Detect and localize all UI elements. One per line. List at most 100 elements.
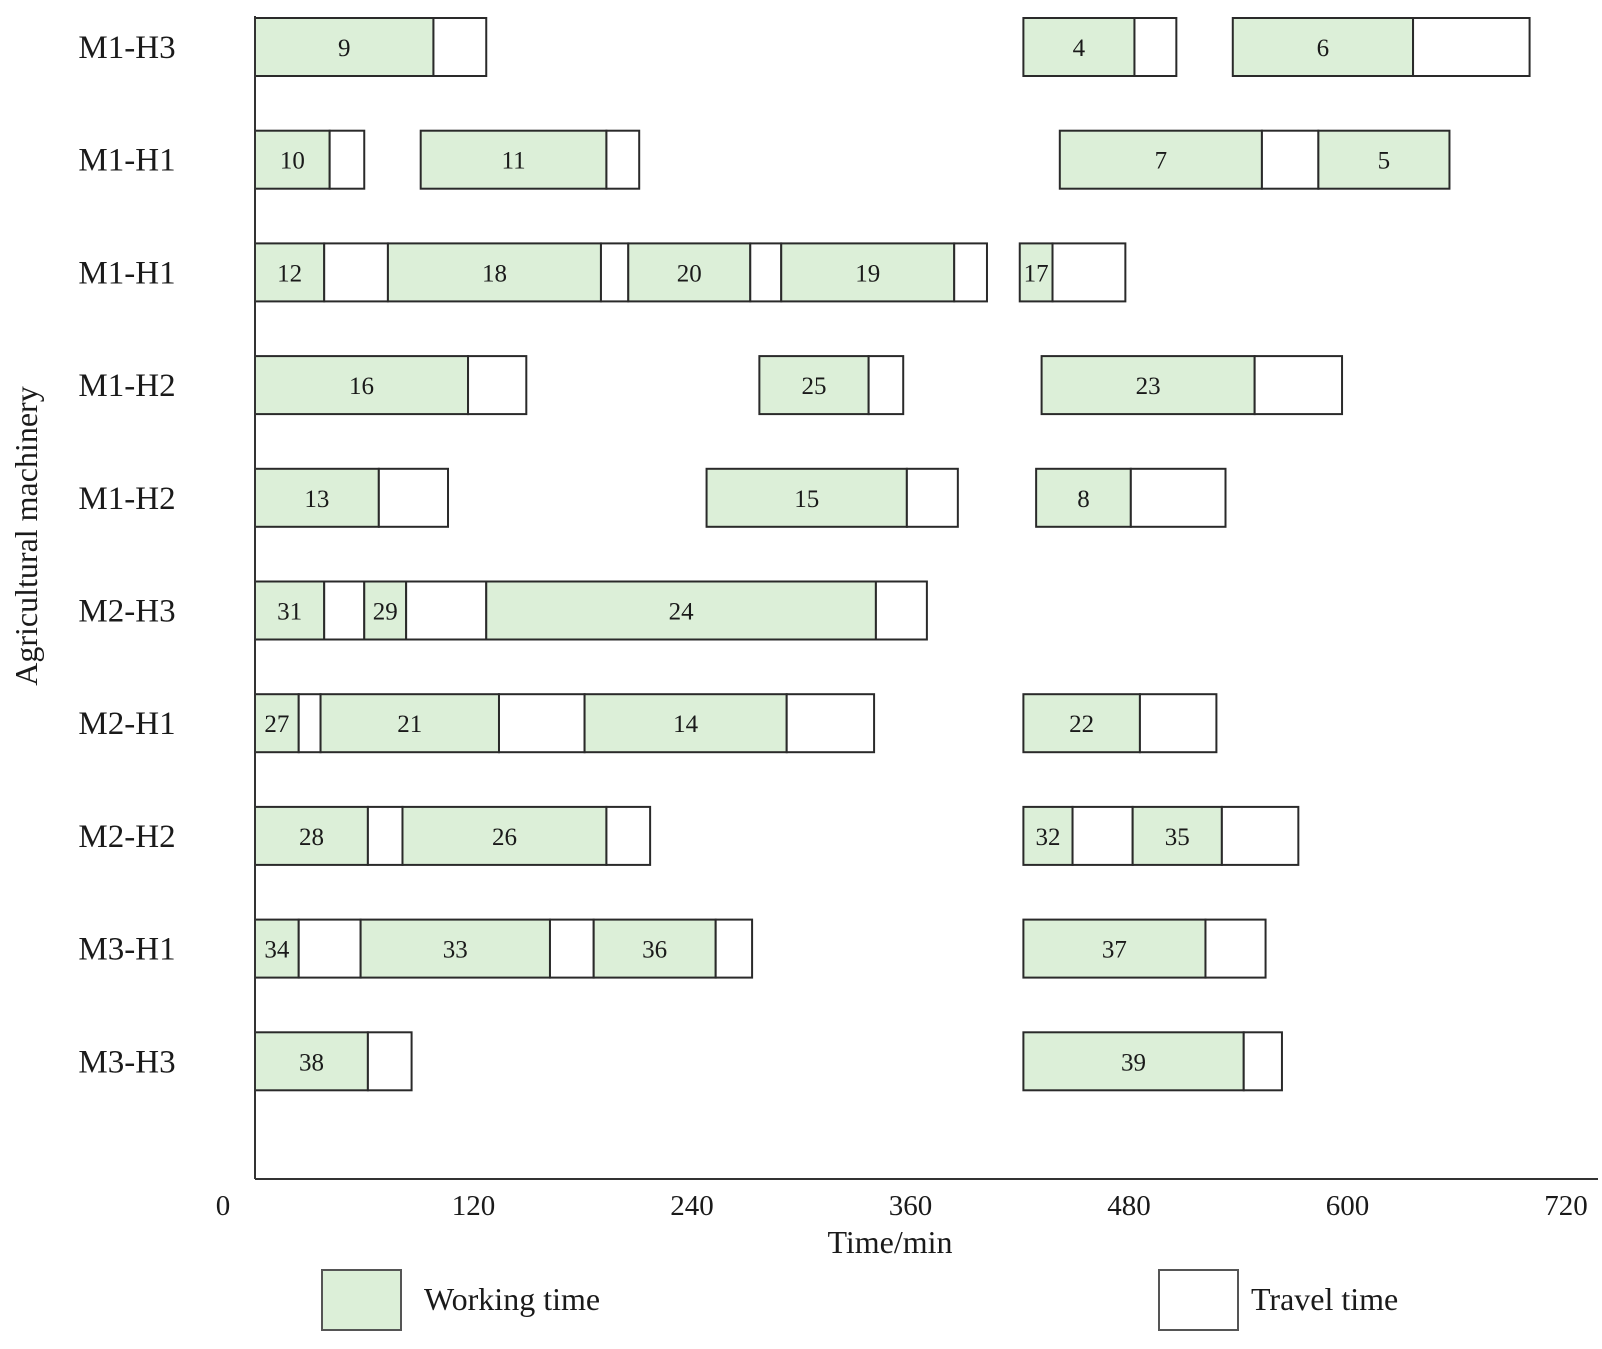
working-time-bar bbox=[1022, 805, 1074, 866]
travel-time-bar bbox=[548, 918, 595, 979]
task-label: 37 bbox=[1102, 937, 1127, 964]
task-label: 39 bbox=[1121, 1049, 1146, 1076]
y-axis-title: Agricultural machinery bbox=[8, 386, 44, 685]
row-label: M1-H3 bbox=[78, 30, 175, 66]
gantt-row: 38 39 bbox=[254, 1031, 1283, 1092]
task-label: 29 bbox=[373, 599, 398, 626]
task-label: 17 bbox=[1024, 260, 1049, 287]
travel-time-bar bbox=[785, 693, 876, 754]
bars-layer: 9 4 6 10 11 7 5 12 18 20 19 17 16 25 23 13 15 8 31 29 24 27 21… bbox=[254, 17, 1531, 1092]
working-time-bar bbox=[1058, 129, 1263, 190]
travel-time-bar bbox=[599, 242, 630, 303]
task-label: 23 bbox=[1136, 373, 1161, 400]
travel-time-bar bbox=[432, 17, 488, 77]
working-time-bar bbox=[1018, 242, 1054, 303]
x-tick-label: 120 bbox=[452, 1190, 496, 1222]
legend-swatch-travel bbox=[1158, 1269, 1239, 1331]
travel-time-bar bbox=[749, 242, 783, 303]
travel-time-bar bbox=[328, 129, 366, 190]
working-time-bar bbox=[627, 242, 752, 303]
working-time-bar bbox=[319, 693, 500, 754]
row-label: M3-H1 bbox=[78, 932, 175, 968]
working-time-bar bbox=[1231, 17, 1415, 77]
travel-time-bar bbox=[1071, 805, 1134, 866]
gantt-row: 16 25 23 bbox=[254, 355, 1344, 416]
x-tick-label: 600 bbox=[1326, 1190, 1370, 1222]
travel-time-bar bbox=[366, 805, 404, 866]
travel-time-bar bbox=[1129, 467, 1227, 528]
working-time-bar bbox=[254, 580, 326, 641]
task-label: 15 bbox=[794, 486, 819, 513]
travel-time-bar bbox=[953, 242, 988, 303]
legend-item-travel: Travel time bbox=[1158, 1269, 1398, 1331]
legend: Working time Travel time bbox=[321, 1269, 1398, 1331]
working-time-bar bbox=[705, 467, 908, 528]
task-label: 27 bbox=[264, 711, 289, 738]
travel-time-bar bbox=[1260, 129, 1320, 190]
travel-time-bar bbox=[497, 693, 586, 754]
task-label: 18 bbox=[482, 260, 507, 287]
row-label: M1-H1 bbox=[78, 255, 175, 291]
task-label: 38 bbox=[299, 1049, 324, 1076]
row-label: M1-H2 bbox=[78, 481, 175, 517]
gantt-row: 12 18 20 19 17 bbox=[254, 242, 1127, 303]
row-label: M2-H3 bbox=[78, 594, 175, 630]
travel-time-bar bbox=[467, 355, 528, 416]
gantt-row: 27 21 14 22 bbox=[254, 693, 1218, 754]
row-label: M1-H1 bbox=[78, 143, 175, 179]
travel-time-bar bbox=[1051, 242, 1127, 303]
working-time-bar bbox=[254, 355, 470, 416]
working-time-bar bbox=[254, 693, 300, 754]
task-label: 28 bbox=[299, 824, 324, 851]
travel-time-bar bbox=[323, 242, 389, 303]
travel-time-bar bbox=[874, 580, 928, 641]
legend-label-working: Working time bbox=[424, 1281, 600, 1317]
x-tick-label: 360 bbox=[889, 1190, 933, 1222]
gantt-row: 34 33 36 37 bbox=[254, 918, 1267, 979]
x-axis-title: Time/min bbox=[827, 1224, 952, 1260]
task-label: 7 bbox=[1155, 148, 1168, 175]
working-time-bar bbox=[386, 242, 602, 303]
task-label: 14 bbox=[673, 711, 699, 738]
x-tick-label: 0 bbox=[216, 1190, 231, 1222]
travel-time-bar bbox=[1412, 17, 1531, 77]
task-label: 32 bbox=[1035, 824, 1060, 851]
working-time-bar bbox=[485, 580, 877, 641]
working-time-bar bbox=[758, 355, 870, 416]
task-label: 34 bbox=[264, 937, 290, 964]
travel-time-bar bbox=[297, 918, 362, 979]
task-label: 36 bbox=[642, 937, 667, 964]
travel-time-bar bbox=[905, 467, 959, 528]
working-time-bar bbox=[1131, 805, 1223, 866]
task-label: 9 bbox=[338, 35, 351, 62]
gantt-row: 9 4 6 bbox=[254, 17, 1531, 77]
row-labels-layer: M1-H3 M1-H1 M1-H1 M1-H2 M1-H2 M2-H3 M2-H1 M2-H2… bbox=[78, 30, 175, 1080]
travel-time-bar bbox=[1204, 918, 1267, 979]
task-label: 33 bbox=[443, 937, 468, 964]
row-label: M2-H2 bbox=[78, 819, 175, 855]
x-tick-label: 480 bbox=[1107, 1190, 1151, 1222]
travel-time-bar bbox=[366, 1031, 413, 1092]
ticks-layer: 0 120 240 360 480 600 720 bbox=[216, 1190, 1588, 1222]
task-label: 24 bbox=[669, 599, 695, 626]
travel-time-bar bbox=[1242, 1031, 1283, 1092]
travel-time-bar bbox=[714, 918, 754, 979]
working-time-bar bbox=[419, 129, 608, 190]
travel-time-bar bbox=[323, 580, 366, 641]
task-label: 12 bbox=[277, 260, 302, 287]
task-label: 31 bbox=[277, 599, 302, 626]
working-time-bar bbox=[363, 580, 408, 641]
gantt-row: 10 11 7 5 bbox=[254, 129, 1451, 190]
legend-swatch-working bbox=[321, 1269, 402, 1331]
working-time-bar bbox=[1022, 17, 1136, 77]
working-time-bar bbox=[1022, 693, 1141, 754]
travel-time-bar bbox=[605, 805, 652, 866]
gantt-row: 31 29 24 bbox=[254, 580, 928, 641]
travel-time-bar bbox=[1253, 355, 1344, 416]
row-label: M3-H3 bbox=[78, 1044, 175, 1080]
task-label: 21 bbox=[397, 711, 422, 738]
legend-label-travel: Travel time bbox=[1251, 1281, 1398, 1317]
travel-time-bar bbox=[605, 129, 641, 190]
